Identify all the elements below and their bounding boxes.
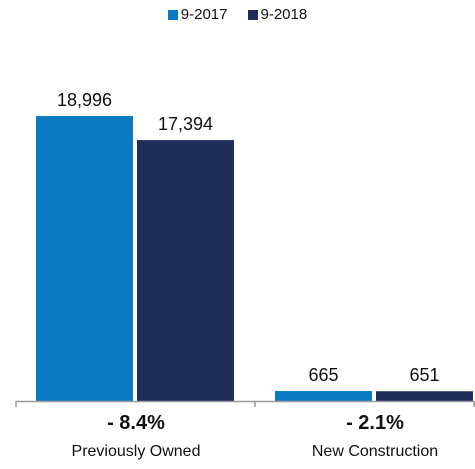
bar-9-2017-1 xyxy=(275,391,372,401)
change-label-1: - 2.1% xyxy=(346,412,404,434)
bar-9-2018-0 xyxy=(137,140,234,401)
value-label-9-2018-0: 17,394 xyxy=(158,114,213,134)
legend: 9-2017 9-2018 xyxy=(0,6,475,23)
legend-item-2017: 9-2017 xyxy=(167,6,228,23)
bar-9-2017-0 xyxy=(36,116,133,401)
legend-label-2018: 9-2018 xyxy=(260,6,308,23)
category-label-0: Previously Owned xyxy=(72,443,201,460)
legend-swatch-2018 xyxy=(247,9,258,20)
legend-label-2017: 9-2017 xyxy=(180,6,228,23)
value-label-9-2017-1: 665 xyxy=(308,365,338,385)
legend-item-2018: 9-2018 xyxy=(247,6,308,23)
value-label-9-2018-1: 651 xyxy=(409,365,439,385)
bar-9-2018-1 xyxy=(376,391,473,401)
value-label-9-2017-0: 18,996 xyxy=(57,90,112,110)
change-label-0: - 8.4% xyxy=(107,412,165,434)
legend-swatch-2017 xyxy=(167,9,178,20)
category-label-1: New Construction xyxy=(312,443,438,460)
